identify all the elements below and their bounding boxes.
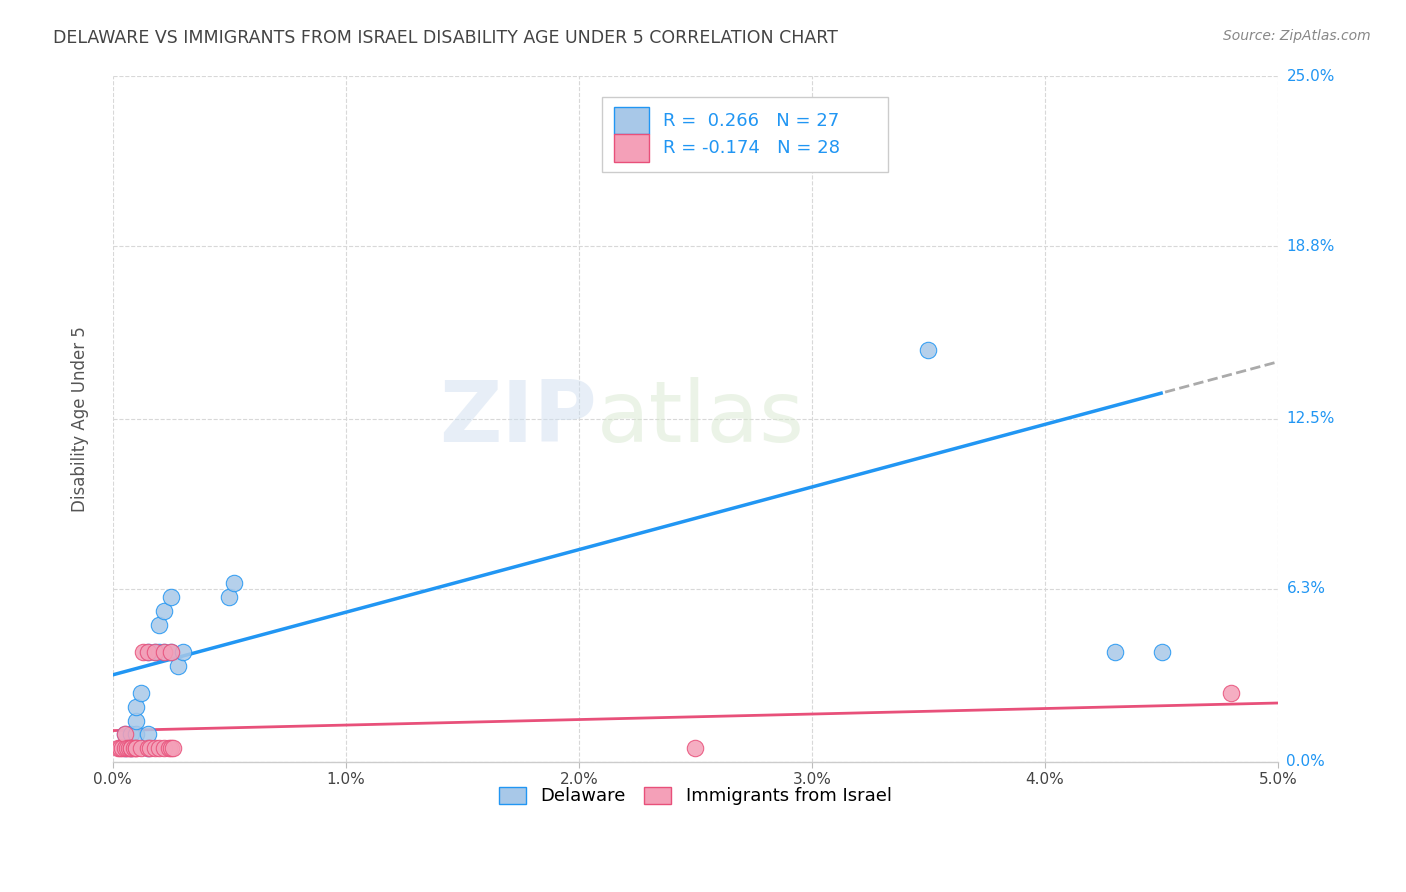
Point bbox=[132, 645, 155, 659]
Point bbox=[707, 151, 730, 165]
Point bbox=[139, 741, 162, 756]
Y-axis label: Disability Age Under 5: Disability Age Under 5 bbox=[72, 326, 89, 512]
Point bbox=[114, 741, 136, 756]
Point bbox=[153, 741, 176, 756]
Point bbox=[121, 741, 143, 756]
FancyBboxPatch shape bbox=[614, 107, 648, 135]
Point bbox=[136, 645, 159, 659]
Point bbox=[118, 741, 141, 756]
Point bbox=[685, 151, 707, 165]
Point bbox=[218, 590, 240, 604]
Point bbox=[143, 741, 166, 756]
Point bbox=[114, 741, 136, 756]
Point bbox=[136, 741, 159, 756]
Point bbox=[125, 727, 148, 741]
Point bbox=[125, 741, 148, 756]
Text: 25.0%: 25.0% bbox=[1286, 69, 1334, 84]
Point bbox=[157, 741, 180, 756]
Text: 6.3%: 6.3% bbox=[1286, 582, 1326, 597]
Point bbox=[125, 714, 148, 728]
Point bbox=[160, 741, 183, 756]
Point bbox=[121, 741, 143, 756]
Text: R = -0.174   N = 28: R = -0.174 N = 28 bbox=[662, 139, 839, 157]
Point bbox=[153, 604, 176, 618]
Text: 12.5%: 12.5% bbox=[1286, 411, 1334, 426]
Point bbox=[917, 343, 939, 358]
Text: 0.0%: 0.0% bbox=[1286, 755, 1324, 769]
Text: 18.8%: 18.8% bbox=[1286, 238, 1334, 253]
FancyBboxPatch shape bbox=[602, 96, 887, 172]
Point bbox=[148, 645, 170, 659]
FancyBboxPatch shape bbox=[614, 135, 648, 161]
Point bbox=[125, 741, 148, 756]
Point bbox=[222, 576, 245, 591]
Point bbox=[685, 741, 707, 756]
Point bbox=[111, 741, 134, 756]
Point bbox=[114, 727, 136, 741]
Point bbox=[160, 645, 183, 659]
Point bbox=[121, 741, 143, 756]
Point bbox=[107, 741, 129, 756]
Point bbox=[153, 645, 176, 659]
Point bbox=[129, 741, 152, 756]
Point bbox=[167, 658, 190, 673]
Point bbox=[160, 590, 183, 604]
Point bbox=[153, 645, 176, 659]
Point bbox=[148, 741, 170, 756]
Point bbox=[121, 727, 143, 741]
Point bbox=[115, 741, 138, 756]
Point bbox=[1104, 645, 1126, 659]
Text: DELAWARE VS IMMIGRANTS FROM ISRAEL DISABILITY AGE UNDER 5 CORRELATION CHART: DELAWARE VS IMMIGRANTS FROM ISRAEL DISAB… bbox=[53, 29, 838, 46]
Point bbox=[129, 686, 152, 700]
Text: R =  0.266   N = 27: R = 0.266 N = 27 bbox=[662, 112, 839, 129]
Point bbox=[114, 727, 136, 741]
Text: ZIP: ZIP bbox=[439, 377, 596, 460]
Point bbox=[162, 741, 184, 756]
Point bbox=[136, 741, 159, 756]
Point bbox=[136, 645, 159, 659]
Text: atlas: atlas bbox=[596, 377, 804, 460]
Point bbox=[136, 727, 159, 741]
Point bbox=[125, 700, 148, 714]
Point bbox=[160, 645, 183, 659]
Point bbox=[143, 645, 166, 659]
Point bbox=[143, 645, 166, 659]
Point bbox=[122, 741, 145, 756]
Legend: Delaware, Immigrants from Israel: Delaware, Immigrants from Israel bbox=[491, 778, 901, 814]
Point bbox=[1150, 645, 1173, 659]
Point bbox=[108, 741, 131, 756]
Point bbox=[148, 617, 170, 632]
Text: Source: ZipAtlas.com: Source: ZipAtlas.com bbox=[1223, 29, 1371, 43]
Point bbox=[172, 645, 194, 659]
Point bbox=[1220, 686, 1243, 700]
